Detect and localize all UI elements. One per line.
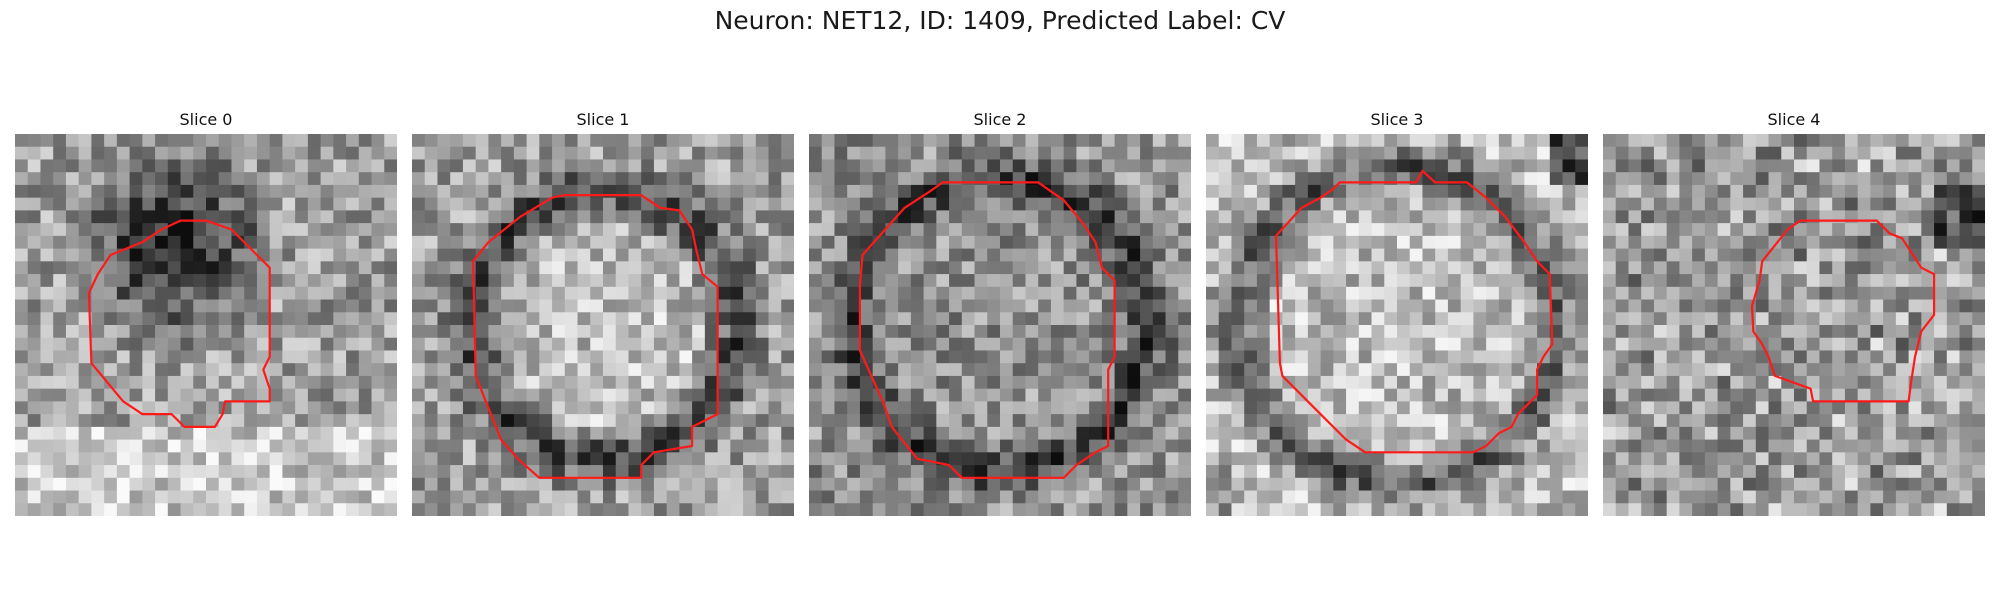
- grayscale-image: [809, 134, 1191, 516]
- slice-image: [1206, 134, 1588, 516]
- slice-image: [1603, 134, 1985, 516]
- slice-panel: Slice 0: [15, 108, 397, 516]
- slice-title: Slice 0: [179, 110, 233, 129]
- segmentation-contour: [858, 181, 1116, 479]
- segmentation-contour: [87, 219, 271, 428]
- slice-title: Slice 3: [1370, 110, 1424, 129]
- slice-title: Slice 2: [973, 110, 1027, 129]
- slice-panel: Slice 2: [809, 108, 1191, 516]
- slice-image: [15, 134, 397, 516]
- segmentation-contour: [471, 193, 719, 479]
- slice-panel: Slice 3: [1206, 108, 1588, 516]
- grayscale-image: [1603, 134, 1985, 516]
- slice-title: Slice 4: [1767, 110, 1821, 129]
- segmentation-contour: [1750, 219, 1936, 403]
- slice-panel: Slice 1: [412, 108, 794, 516]
- slice-panel: Slice 4: [1603, 108, 1985, 516]
- grayscale-image: [1206, 134, 1588, 516]
- slice-image: [412, 134, 794, 516]
- slice-title: Slice 1: [576, 110, 630, 129]
- slice-image: [809, 134, 1191, 516]
- segmentation-contour: [1274, 169, 1554, 454]
- grayscale-image: [412, 134, 794, 516]
- grayscale-image: [15, 134, 397, 516]
- figure-title: Neuron: NET12, ID: 1409, Predicted Label…: [714, 6, 1286, 35]
